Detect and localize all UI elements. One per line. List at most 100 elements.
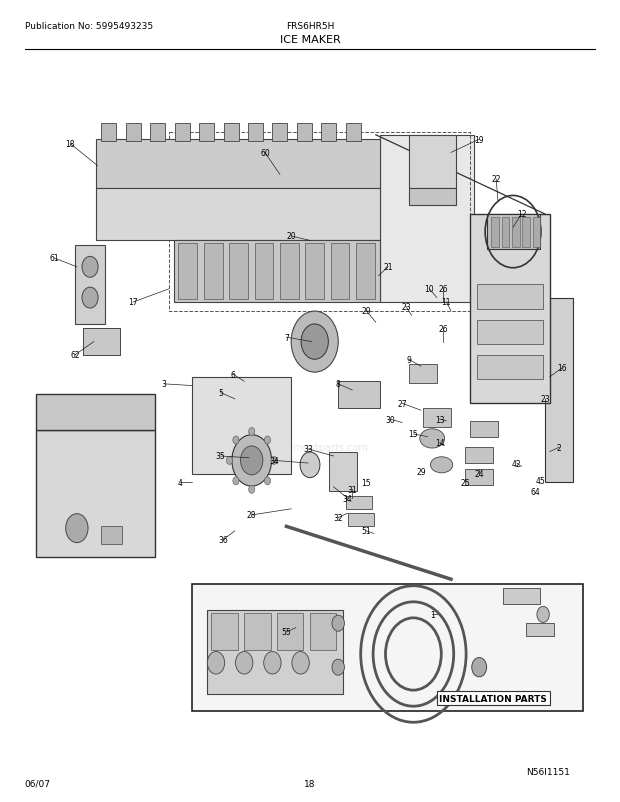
Polygon shape xyxy=(95,140,381,188)
Text: 23: 23 xyxy=(540,395,550,403)
Text: 15: 15 xyxy=(361,478,371,488)
Circle shape xyxy=(292,652,309,674)
Text: ICE MAKER: ICE MAKER xyxy=(280,34,340,44)
Circle shape xyxy=(264,436,270,444)
Text: 23: 23 xyxy=(401,302,410,311)
Text: 61: 61 xyxy=(50,254,59,263)
Text: 62: 62 xyxy=(70,350,80,360)
Circle shape xyxy=(264,477,270,485)
Text: 34: 34 xyxy=(343,494,353,503)
Circle shape xyxy=(82,288,98,309)
Circle shape xyxy=(233,477,239,485)
Text: ereplacementparts.com: ereplacementparts.com xyxy=(252,443,368,452)
Text: 4: 4 xyxy=(178,478,183,488)
Circle shape xyxy=(332,615,344,631)
Polygon shape xyxy=(381,136,474,302)
Polygon shape xyxy=(487,215,540,250)
Text: 29: 29 xyxy=(361,307,371,316)
Polygon shape xyxy=(174,241,381,302)
Circle shape xyxy=(66,514,88,543)
Text: 33: 33 xyxy=(303,445,313,454)
Polygon shape xyxy=(277,613,303,650)
Circle shape xyxy=(300,452,320,478)
Polygon shape xyxy=(492,217,499,247)
Ellipse shape xyxy=(430,457,453,473)
Polygon shape xyxy=(310,613,336,650)
Circle shape xyxy=(249,428,255,436)
Polygon shape xyxy=(305,244,324,300)
Polygon shape xyxy=(175,124,190,142)
Text: 21: 21 xyxy=(383,263,393,272)
Polygon shape xyxy=(179,244,197,300)
Text: 30: 30 xyxy=(385,415,395,424)
Text: 36: 36 xyxy=(219,536,228,545)
Bar xyxy=(192,584,583,711)
Polygon shape xyxy=(346,124,361,142)
Polygon shape xyxy=(409,188,456,206)
Text: 27: 27 xyxy=(397,399,407,408)
Polygon shape xyxy=(338,382,381,408)
Polygon shape xyxy=(229,244,248,300)
Polygon shape xyxy=(409,364,437,383)
Polygon shape xyxy=(477,355,543,380)
Text: 12: 12 xyxy=(516,210,526,219)
Polygon shape xyxy=(356,244,375,300)
Polygon shape xyxy=(95,188,381,241)
Text: 14: 14 xyxy=(435,439,445,448)
Circle shape xyxy=(236,652,253,674)
Polygon shape xyxy=(423,408,451,427)
Polygon shape xyxy=(35,430,155,557)
Text: 28: 28 xyxy=(247,511,257,520)
Text: 26: 26 xyxy=(439,285,448,294)
Text: 8: 8 xyxy=(336,380,340,389)
Text: Publication No: 5995493235: Publication No: 5995493235 xyxy=(25,22,153,31)
Text: 51: 51 xyxy=(361,527,371,536)
Polygon shape xyxy=(224,124,239,142)
Polygon shape xyxy=(409,136,456,188)
Polygon shape xyxy=(204,244,223,300)
Polygon shape xyxy=(211,613,237,650)
Polygon shape xyxy=(101,527,122,545)
Text: 42: 42 xyxy=(512,459,521,468)
Text: 18: 18 xyxy=(304,779,316,788)
Circle shape xyxy=(207,652,224,674)
Circle shape xyxy=(537,606,549,622)
Text: 17: 17 xyxy=(128,298,138,307)
Circle shape xyxy=(264,652,281,674)
Text: 15: 15 xyxy=(409,430,419,439)
Polygon shape xyxy=(82,329,120,355)
Circle shape xyxy=(472,658,487,677)
Circle shape xyxy=(232,435,272,487)
Text: 9: 9 xyxy=(406,355,411,364)
Circle shape xyxy=(241,447,263,476)
Text: 45: 45 xyxy=(536,476,545,485)
Text: 26: 26 xyxy=(439,325,448,334)
Text: 16: 16 xyxy=(557,364,567,373)
Text: 31: 31 xyxy=(347,485,357,494)
Polygon shape xyxy=(35,395,155,430)
Text: 20: 20 xyxy=(286,233,296,241)
Polygon shape xyxy=(545,298,574,483)
Polygon shape xyxy=(321,124,336,142)
Polygon shape xyxy=(346,496,372,509)
Circle shape xyxy=(301,325,329,360)
Text: 29: 29 xyxy=(416,468,426,476)
Text: 11: 11 xyxy=(441,298,451,307)
Text: 55: 55 xyxy=(281,628,291,637)
Polygon shape xyxy=(477,320,543,345)
Polygon shape xyxy=(192,377,291,474)
Text: 7: 7 xyxy=(284,334,289,342)
Circle shape xyxy=(332,659,344,675)
Text: N56I1151: N56I1151 xyxy=(526,768,570,776)
Text: 34: 34 xyxy=(270,456,279,465)
Polygon shape xyxy=(470,421,498,437)
Polygon shape xyxy=(503,588,540,604)
Polygon shape xyxy=(470,215,550,403)
Circle shape xyxy=(226,457,232,465)
Text: 25: 25 xyxy=(460,478,470,488)
Circle shape xyxy=(271,457,277,465)
Text: FRS6HR5H: FRS6HR5H xyxy=(286,22,334,31)
Polygon shape xyxy=(248,124,263,142)
Text: 19: 19 xyxy=(474,136,484,144)
Polygon shape xyxy=(255,244,273,300)
